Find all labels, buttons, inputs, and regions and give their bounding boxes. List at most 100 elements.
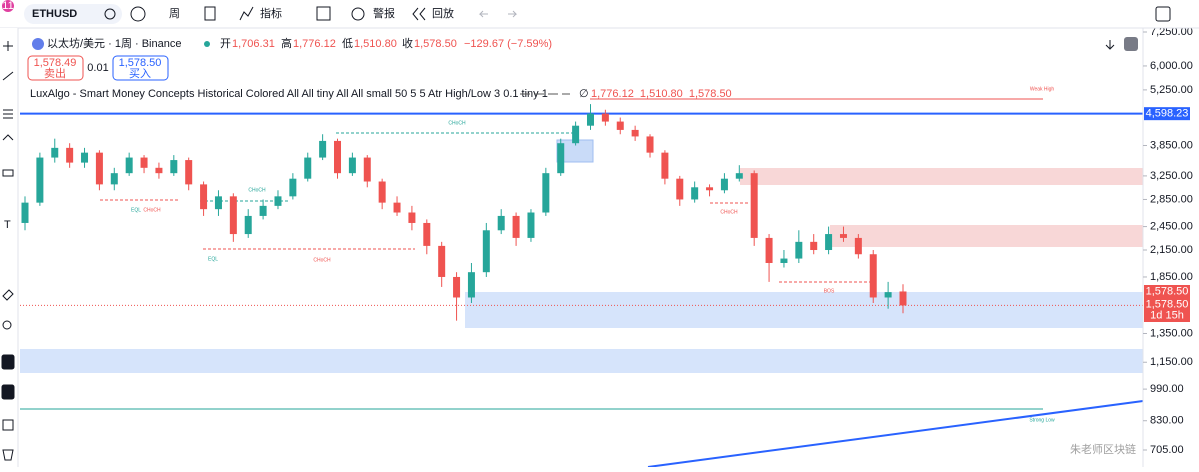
candle-body [110, 173, 118, 185]
interval[interactable]: 周 [169, 7, 180, 20]
candle-body [66, 147, 74, 163]
candles [20, 104, 1143, 321]
candle-body [676, 178, 684, 200]
y-tick-label: 990.00 [1150, 383, 1184, 395]
y-tick-label: 705.00 [1150, 444, 1184, 456]
candle-body [706, 187, 714, 191]
supply-zone [830, 225, 1143, 247]
measure-tool[interactable] [2, 289, 14, 301]
download-icon[interactable] [1105, 40, 1115, 50]
badge[interactable] [2, 0, 14, 12]
buy-label: 买入 [129, 67, 151, 80]
indicator-icon[interactable] [239, 6, 254, 21]
crosshair-tool[interactable] [3, 41, 13, 51]
demand-zone [20, 349, 1143, 373]
alerts[interactable]: 警报 [373, 6, 395, 20]
candle-body [691, 187, 699, 200]
candle-body [200, 184, 208, 210]
candle-body [259, 205, 267, 216]
symbol-search[interactable] [24, 4, 122, 24]
candle-body [482, 230, 490, 273]
y-tick-label: 2,450.00 [1150, 220, 1193, 232]
candle-body [453, 276, 461, 298]
y-tick-label: 5,250.00 [1150, 84, 1193, 96]
countdown: 1d 15h [1150, 309, 1184, 321]
candle-body [408, 212, 416, 223]
annotation: CHoCH [720, 209, 738, 215]
candle-body [21, 202, 29, 223]
candle-body [289, 178, 297, 197]
candle-body [334, 140, 342, 174]
ohlc-value: 1,706.31 [232, 38, 275, 50]
replay-icon[interactable] [412, 7, 426, 21]
replay[interactable]: 回放 [432, 6, 454, 20]
ohlc-value: 1,510.80 [354, 38, 397, 50]
trash-tool[interactable] [2, 449, 14, 461]
candle-body [854, 237, 862, 255]
pattern-tool[interactable] [2, 134, 14, 141]
fib-tool[interactable] [3, 109, 13, 119]
symbol-logo [32, 38, 44, 50]
candle-body [601, 113, 609, 122]
candle-body [423, 222, 431, 246]
candle-body [36, 157, 44, 203]
y-tick-label: 3,250.00 [1150, 170, 1193, 182]
candle-body [304, 157, 312, 179]
candle-body [51, 147, 59, 158]
y-tick-label: 3,850.00 [1150, 139, 1193, 151]
candle-body [839, 234, 847, 238]
chart-type-icon[interactable] [204, 6, 216, 21]
candle-body [661, 152, 669, 179]
redo-icon[interactable] [508, 10, 518, 18]
candle-body [586, 113, 594, 126]
candle-body [631, 129, 639, 137]
sell-button[interactable] [27, 55, 84, 81]
candle-body [795, 241, 803, 259]
supply-zone [740, 168, 1143, 185]
candle-body [348, 157, 356, 174]
settings-icon[interactable] [1124, 37, 1138, 51]
line-tool[interactable] [2, 71, 14, 81]
zoom-tool[interactable] [2, 320, 12, 330]
candle-body [244, 215, 252, 235]
indicators[interactable]: 指标 [260, 6, 282, 20]
candle-body [214, 196, 222, 210]
candle-body [274, 196, 282, 206]
sell-label: 卖出 [44, 66, 66, 80]
candle-body [185, 160, 193, 185]
text-tool[interactable]: T [4, 219, 11, 231]
candle-body [95, 152, 103, 185]
price-tag [1144, 298, 1190, 322]
toolbar [0, 0, 1199, 28]
lock-tool[interactable] [1, 384, 15, 400]
add-icon[interactable] [130, 6, 146, 22]
alert-icon[interactable] [351, 7, 365, 21]
candle-body [363, 157, 371, 182]
eye-tool[interactable] [2, 419, 14, 431]
candle-body [467, 272, 475, 298]
price-axis-labels: 7,250.00 6,000.00 5,250.00 3,850.00 3,250.00… [1143, 26, 1193, 456]
compare-icon[interactable] [104, 8, 116, 20]
candle-body [512, 215, 520, 238]
magnet-tool[interactable] [1, 354, 15, 370]
undo-icon[interactable] [478, 10, 488, 18]
candle-body [378, 181, 386, 203]
watermark: 朱老师区块链 [1070, 442, 1136, 456]
window-icon[interactable] [1155, 6, 1171, 22]
trend-line [647, 400, 1144, 468]
y-tick-label: 830.00 [1150, 415, 1184, 427]
candle-body [810, 241, 818, 251]
buy-button[interactable] [112, 55, 169, 81]
shape-tool[interactable] [2, 169, 14, 177]
candle-body [125, 157, 133, 174]
price-line-label: 4,598.23 [1146, 108, 1189, 120]
demand-zone [465, 292, 1143, 328]
drawing-toolbar [0, 28, 18, 467]
candle-body [899, 291, 907, 306]
candle-body [750, 173, 758, 238]
layout-icon[interactable] [316, 6, 331, 21]
candle-body [170, 160, 178, 174]
spread: 0.01 [87, 62, 108, 74]
ohlc-value: 1,578.50 [414, 38, 457, 50]
